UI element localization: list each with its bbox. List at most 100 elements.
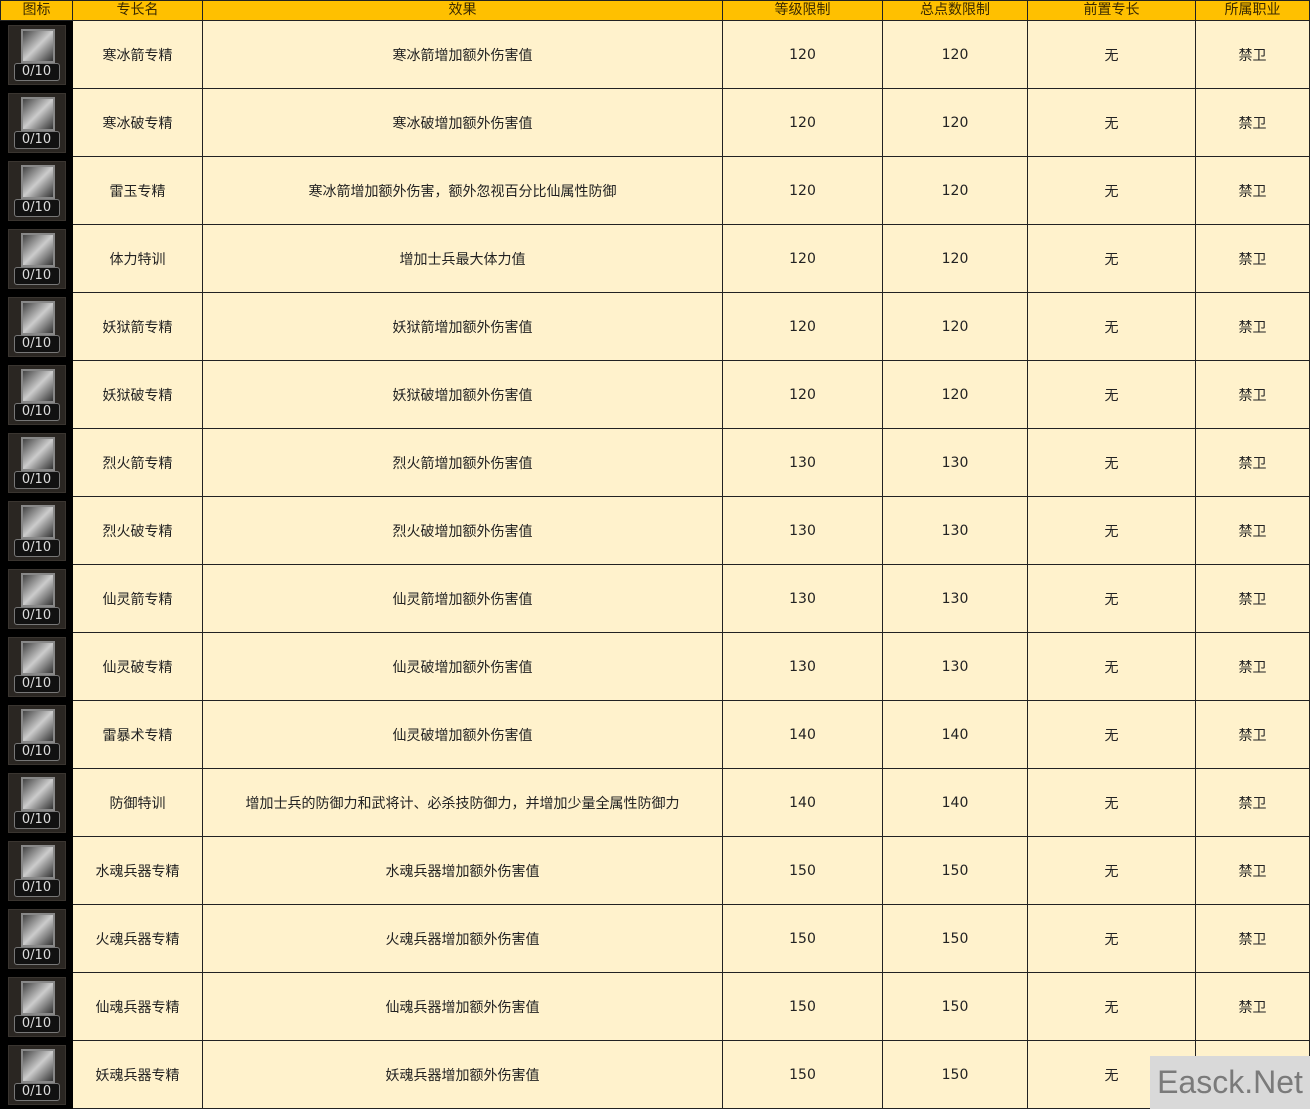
skill-level-count: 0/10 [13, 810, 60, 829]
cell-job: 禁卫 [1195, 836, 1310, 905]
skill-icon[interactable]: 0/10 [7, 160, 66, 221]
skill-level-count: 0/10 [13, 334, 60, 353]
skill-icon[interactable]: 0/10 [7, 976, 66, 1037]
cell-points: 130 [882, 428, 1028, 497]
cell-effect: 妖狱破增加额外伤害值 [202, 360, 723, 429]
cell-name: 防御特训 [72, 768, 203, 837]
cell-points: 120 [882, 88, 1028, 157]
cell-job: 禁卫 [1195, 156, 1310, 225]
cell-level: 120 [722, 292, 883, 361]
cell-level: 150 [722, 904, 883, 973]
cell-effect: 仙灵箭增加额外伤害值 [202, 564, 723, 633]
table-row: 0/10 仙灵箭专精 仙灵箭增加额外伤害值 130 130 无禁卫 [0, 564, 1310, 633]
skill-level-count: 0/10 [13, 1082, 60, 1101]
cell-name: 寒冰箭专精 [72, 20, 203, 89]
cell-points: 130 [882, 564, 1028, 633]
cell-effect: 寒冰破增加额外伤害值 [202, 88, 723, 157]
cell-points: 130 [882, 496, 1028, 565]
cell-prereq: 无 [1027, 360, 1196, 429]
cell-name: 仙灵箭专精 [72, 564, 203, 633]
cell-prereq: 无 [1027, 156, 1196, 225]
cell-prereq: 无 [1027, 632, 1196, 701]
cell-points: 120 [882, 224, 1028, 293]
cell-job: 禁卫 [1195, 768, 1310, 837]
skill-icon-cell: 0/10 [0, 224, 73, 293]
column-header: 所属职业 [1195, 0, 1310, 21]
skill-image-icon [20, 232, 55, 267]
cell-job: 禁卫 [1195, 700, 1310, 769]
cell-effect: 妖狱箭增加额外伤害值 [202, 292, 723, 361]
skill-icon-cell: 0/10 [0, 292, 73, 361]
cell-name: 水魂兵器专精 [72, 836, 203, 905]
skill-icon[interactable]: 0/10 [7, 92, 66, 153]
table-row: 0/10 妖狱破专精 妖狱破增加额外伤害值 120 120 无禁卫 [0, 360, 1310, 429]
cell-name: 仙魂兵器专精 [72, 972, 203, 1041]
skill-image-icon [20, 912, 55, 947]
cell-prereq: 无 [1027, 20, 1196, 89]
cell-prereq: 无 [1027, 428, 1196, 497]
cell-effect: 寒冰箭增加额外伤害值 [202, 20, 723, 89]
skill-icon[interactable]: 0/10 [7, 772, 66, 833]
cell-prereq: 无 [1027, 224, 1196, 293]
skill-icon[interactable]: 0/10 [7, 908, 66, 969]
cell-job: 禁卫 [1195, 360, 1310, 429]
watermark: Easck.Net [1150, 1056, 1310, 1109]
column-header: 总点数限制 [882, 0, 1028, 21]
skill-image-icon [20, 164, 55, 199]
cell-effect: 仙灵破增加额外伤害值 [202, 700, 723, 769]
cell-name: 火魂兵器专精 [72, 904, 203, 973]
skill-icon[interactable]: 0/10 [7, 296, 66, 357]
cell-points: 120 [882, 360, 1028, 429]
skill-icon[interactable]: 0/10 [7, 840, 66, 901]
table-row: 0/10 体力特训 增加士兵最大体力值 120 120 无禁卫 [0, 224, 1310, 293]
skill-icon-cell: 0/10 [0, 564, 73, 633]
cell-job: 禁卫 [1195, 564, 1310, 633]
cell-name: 雷暴术专精 [72, 700, 203, 769]
table-row: 0/10 雷暴术专精 仙灵破增加额外伤害值 140 140 无禁卫 [0, 700, 1310, 769]
cell-points: 150 [882, 1040, 1028, 1109]
skill-image-icon [20, 436, 55, 471]
skill-icon[interactable]: 0/10 [7, 24, 66, 85]
cell-name: 烈火破专精 [72, 496, 203, 565]
skill-icon[interactable]: 0/10 [7, 500, 66, 561]
cell-job: 禁卫 [1195, 88, 1310, 157]
cell-level: 120 [722, 88, 883, 157]
cell-level: 120 [722, 156, 883, 225]
cell-name: 雷玉专精 [72, 156, 203, 225]
cell-effect: 增加士兵的防御力和武将计、必杀技防御力，并增加少量全属性防御力 [202, 768, 723, 837]
skill-icon[interactable]: 0/10 [7, 432, 66, 493]
cell-effect: 妖魂兵器增加额外伤害值 [202, 1040, 723, 1109]
cell-name: 仙灵破专精 [72, 632, 203, 701]
cell-name: 寒冰破专精 [72, 88, 203, 157]
skill-icon-cell: 0/10 [0, 836, 73, 905]
cell-name: 妖狱破专精 [72, 360, 203, 429]
skill-image-icon [20, 300, 55, 335]
skill-icon[interactable]: 0/10 [7, 1044, 66, 1105]
cell-prereq: 无 [1027, 700, 1196, 769]
skill-icon-cell: 0/10 [0, 428, 73, 497]
skill-icon-cell: 0/10 [0, 360, 73, 429]
skill-icon[interactable]: 0/10 [7, 228, 66, 289]
column-header: 等级限制 [722, 0, 883, 21]
cell-level: 150 [722, 1040, 883, 1109]
cell-level: 120 [722, 224, 883, 293]
table-row: 0/10 火魂兵器专精 火魂兵器增加额外伤害值 150 150 无禁卫 [0, 904, 1310, 973]
cell-effect: 仙灵破增加额外伤害值 [202, 632, 723, 701]
cell-prereq: 无 [1027, 972, 1196, 1041]
cell-level: 130 [722, 496, 883, 565]
skill-image-icon [20, 708, 55, 743]
table-row: 0/10 防御特训 增加士兵的防御力和武将计、必杀技防御力，并增加少量全属性防御力 1… [0, 768, 1310, 837]
skill-icon[interactable]: 0/10 [7, 568, 66, 629]
skill-icon[interactable]: 0/10 [7, 636, 66, 697]
skill-level-count: 0/10 [13, 266, 60, 285]
skill-icon[interactable]: 0/10 [7, 704, 66, 765]
skill-icon[interactable]: 0/10 [7, 364, 66, 425]
cell-name: 妖魂兵器专精 [72, 1040, 203, 1109]
cell-prereq: 无 [1027, 564, 1196, 633]
cell-level: 120 [722, 20, 883, 89]
skill-icon-cell: 0/10 [0, 496, 73, 565]
cell-job: 禁卫 [1195, 428, 1310, 497]
skill-icon-cell: 0/10 [0, 700, 73, 769]
skill-image-icon [20, 776, 55, 811]
header-row: 图标 专长名 效果 等级限制 总点数限制 前置专长 所属职业 [0, 0, 1310, 21]
